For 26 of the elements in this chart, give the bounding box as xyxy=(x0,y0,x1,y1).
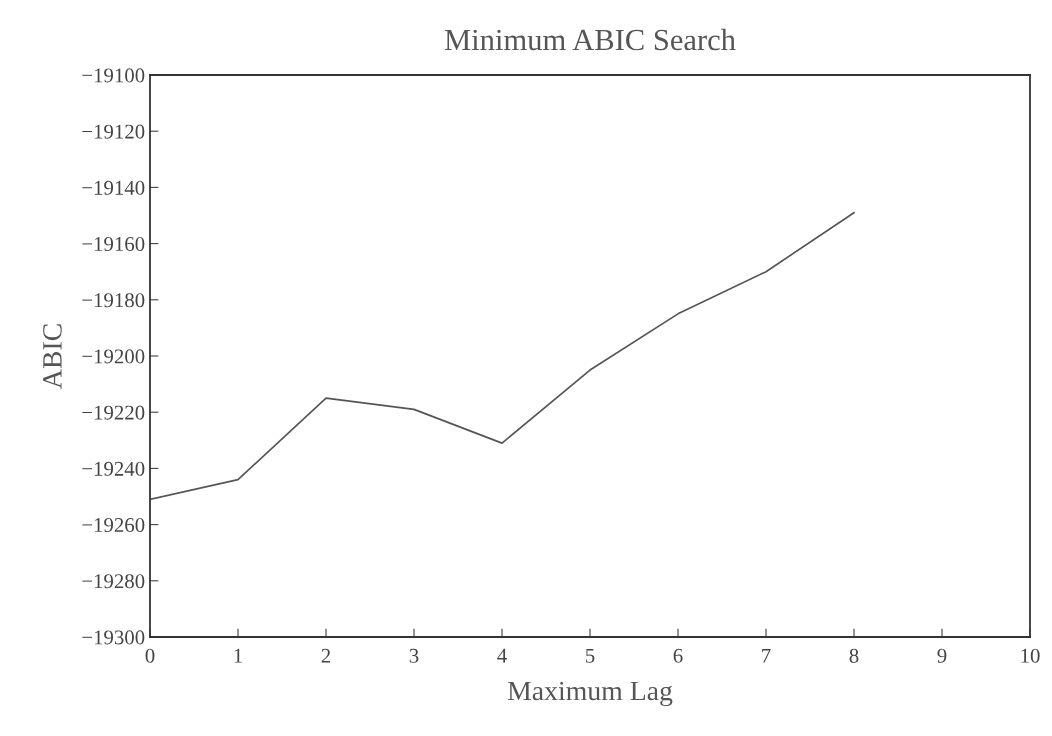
x-tick-label: 7 xyxy=(762,648,771,663)
y-tick-label: −19140 xyxy=(82,180,145,195)
y-axis-title: ABIC xyxy=(43,324,62,389)
chart-title: Minimum ABIC Search xyxy=(444,28,736,51)
x-tick-label: 4 xyxy=(497,648,507,663)
line-series xyxy=(150,211,855,501)
y-tick-label: −19300 xyxy=(82,630,145,645)
y-tick-label: −19220 xyxy=(82,405,145,420)
x-tick-label: 6 xyxy=(673,648,683,663)
y-tick-label: −19260 xyxy=(82,517,145,533)
x-tick-label: 5 xyxy=(586,648,595,663)
x-tick-label: 3 xyxy=(409,648,419,663)
x-tick-label: 9 xyxy=(937,648,947,663)
x-tick-label: 0 xyxy=(145,648,155,663)
y-tick-label: −19100 xyxy=(82,68,145,83)
x-tick-label: 8 xyxy=(849,648,859,663)
y-tick-label: −19160 xyxy=(82,236,145,252)
y-tick-label: −19120 xyxy=(82,124,145,139)
x-tick-label: 2 xyxy=(321,648,331,663)
x-tick-label: 1 xyxy=(234,648,242,663)
x-tick-label: 10 xyxy=(1021,648,1040,663)
y-tick-label: −19280 xyxy=(82,574,145,589)
y-tick-label: −19240 xyxy=(82,461,145,476)
y-tick-label: −19200 xyxy=(82,349,145,364)
x-axis-title: Maximum Lag xyxy=(507,681,673,707)
y-tick-label: −19180 xyxy=(82,293,145,308)
